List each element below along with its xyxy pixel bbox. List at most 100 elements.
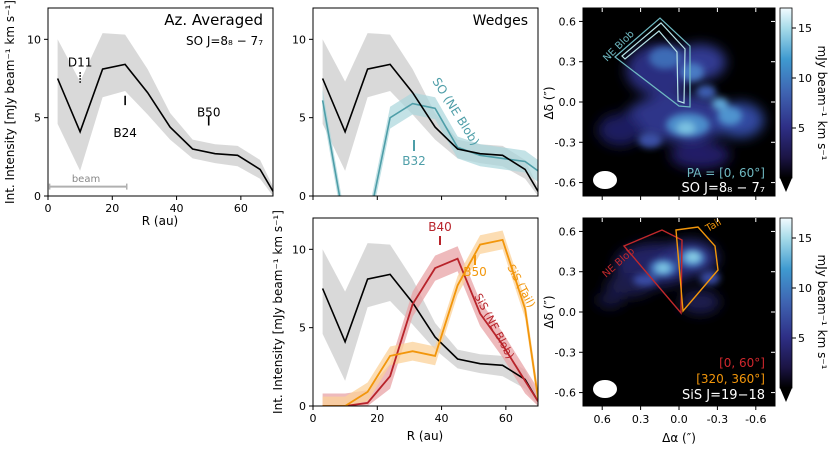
y-tick-label: 0.3 <box>559 266 577 279</box>
beam-ellipse-sis <box>593 380 617 398</box>
colorbar-sis-label: mJy beam⁻¹ km s⁻¹ <box>815 255 829 370</box>
wedges-sis-plot-area <box>321 230 538 406</box>
tail-region-sis <box>675 226 719 313</box>
so-average-line <box>321 63 538 192</box>
so-average-line <box>56 63 274 192</box>
y-tick-label: 0.0 <box>559 96 577 109</box>
annotation-b24: B24 <box>113 126 137 140</box>
wedges-title: Wedges <box>473 13 528 29</box>
y-tick-label: -0.3 <box>555 136 576 149</box>
colorbar-so-axes: 5 10 15 <box>792 22 812 135</box>
sis-xlabel: R (au) <box>407 429 443 443</box>
map-sis-emission <box>596 240 720 314</box>
x-tick-label: 40 <box>435 412 449 425</box>
colorbar-tick-label: 15 <box>798 22 812 35</box>
wedges-so-plot-area <box>321 33 538 196</box>
map-sis: NE Blob Tail [0, 60°] [320, 360°] SiS J=… <box>542 217 829 445</box>
so-line-label: SO J=8₈ − 7₇ <box>682 181 765 196</box>
wedges-so-axes-frame <box>312 7 539 197</box>
az-axes-frame <box>47 7 274 197</box>
ne-blob-region-sis <box>622 229 683 315</box>
map-sis-xlabel: Δα (″) <box>662 431 696 445</box>
sis-ne-blob-band <box>322 246 538 406</box>
annotation-d11: D11 <box>68 55 93 69</box>
x-tick-label: 40 <box>170 202 184 215</box>
range-ne-label: [0, 60°] <box>719 356 765 370</box>
colorbar-tick-label: 10 <box>798 72 812 85</box>
x-tick-label: 60 <box>499 412 513 425</box>
colorbar-sis-extend <box>780 388 792 402</box>
y-tick-label: -0.6 <box>555 177 576 190</box>
so-average-line <box>321 273 538 402</box>
x-tick-label: 60 <box>234 202 248 215</box>
az-plot-area: D11 B24 B50 <box>48 33 274 196</box>
x-tick-label: 0 <box>310 412 317 425</box>
label-b40: B40 <box>428 220 452 234</box>
colorbar-sis <box>779 217 793 389</box>
panel-wedges-sis: 0 20 40 60 0 5 10 R (au) Int. Intensity [mJy b… <box>271 210 539 443</box>
az-ylabel: Int. Intensity [mJy beam⁻¹ km s⁻¹] <box>3 0 17 204</box>
x-tick-label: 0.0 <box>670 413 688 426</box>
sis-ne-blob-line <box>322 257 538 406</box>
map-sis-ylabel: Δδ (″) <box>542 295 556 328</box>
label-b32: B32 <box>402 154 426 168</box>
y-tick-label: 5 <box>299 112 306 125</box>
uncertainty-band <box>57 33 273 196</box>
map-so-ylabel: Δδ (″) <box>542 86 556 119</box>
colorbar-so <box>779 7 793 179</box>
y-tick-label: 10 <box>27 33 41 46</box>
label-sis-ne-blob: SiS (NE Blob) <box>471 291 516 361</box>
colorbar-so-label: mJy beam⁻¹ km s⁻¹ <box>815 46 829 161</box>
y-tick-label: 10 <box>292 243 306 256</box>
az-subtitle: SO J=8₈ − 7₇ <box>186 34 263 48</box>
x-tick-label: -0.3 <box>707 413 728 426</box>
pa-label: PA = [0, 60°] <box>687 166 765 180</box>
y-tick-label: -0.3 <box>555 346 576 359</box>
map-so-axes: 0.6 0.3 0.0 -0.3 -0.6 <box>555 8 775 200</box>
y-tick-label: 0.0 <box>559 306 577 319</box>
colorbar-tick-label: 5 <box>798 332 805 345</box>
colorbar-so-extend <box>780 178 792 192</box>
colorbar-tick-label: 5 <box>798 122 805 135</box>
annotation-b50: B50 <box>197 105 221 119</box>
x-tick-label: 0.3 <box>632 413 650 426</box>
map-so-emission <box>598 44 764 169</box>
y-tick-label: 0 <box>34 190 41 203</box>
colorbar-tick-label: 10 <box>798 282 812 295</box>
az-axes: 0 20 40 60 0 5 10 <box>27 33 248 215</box>
y-tick-label: 0 <box>299 400 306 413</box>
wedges-so-axes: 0 5 10 <box>292 33 507 203</box>
uncertainty-band <box>322 243 538 406</box>
x-tick-label: 0 <box>45 202 52 215</box>
map-sis-axes: 0.6 0.3 0.0 -0.3 -0.6 0.6 0.3 0.0 -0.3 -0.6 <box>555 218 775 426</box>
az-title: Az. Averaged <box>164 11 263 29</box>
wedges-sis-axes-frame <box>312 217 539 407</box>
y-tick-label: 0 <box>299 190 306 203</box>
y-tick-label: 5 <box>34 112 41 125</box>
colorbar-sis-axes: 5 10 15 <box>792 232 812 345</box>
sis-line-label: SiS J=19−18 <box>682 388 765 403</box>
wedges-sis-axes: 0 20 40 60 0 5 10 <box>292 243 513 425</box>
so-ne-blob-band <box>322 89 538 196</box>
x-tick-label: -0.6 <box>745 413 766 426</box>
ne-blob-region-outer-so <box>614 17 691 108</box>
x-tick-label: 20 <box>105 202 119 215</box>
range-tail-label: [320, 360°] <box>696 372 765 386</box>
y-tick-label: 5 <box>299 322 306 335</box>
beam-ellipse-so <box>593 171 617 189</box>
az-xlabel: R (au) <box>142 214 178 228</box>
sis-tail-line <box>322 238 538 406</box>
x-tick-label: 0.6 <box>593 413 611 426</box>
colorbar-tick-label: 15 <box>798 232 812 245</box>
beam-label: beam <box>72 174 100 185</box>
y-tick-label: 0.3 <box>559 56 577 69</box>
ne-blob-region-so <box>621 22 686 104</box>
y-tick-label: 10 <box>292 33 306 46</box>
sis-ylabel: Int. Intensity [mJy beam⁻¹ km s⁻¹] <box>271 210 285 414</box>
y-tick-label: 0.6 <box>559 15 577 28</box>
y-tick-label: 0.6 <box>559 225 577 238</box>
x-tick-label: 20 <box>370 412 384 425</box>
map-so: NE Blob PA = [0, 60°] SO J=8₈ − 7₇ 0.60.… <box>542 7 829 200</box>
